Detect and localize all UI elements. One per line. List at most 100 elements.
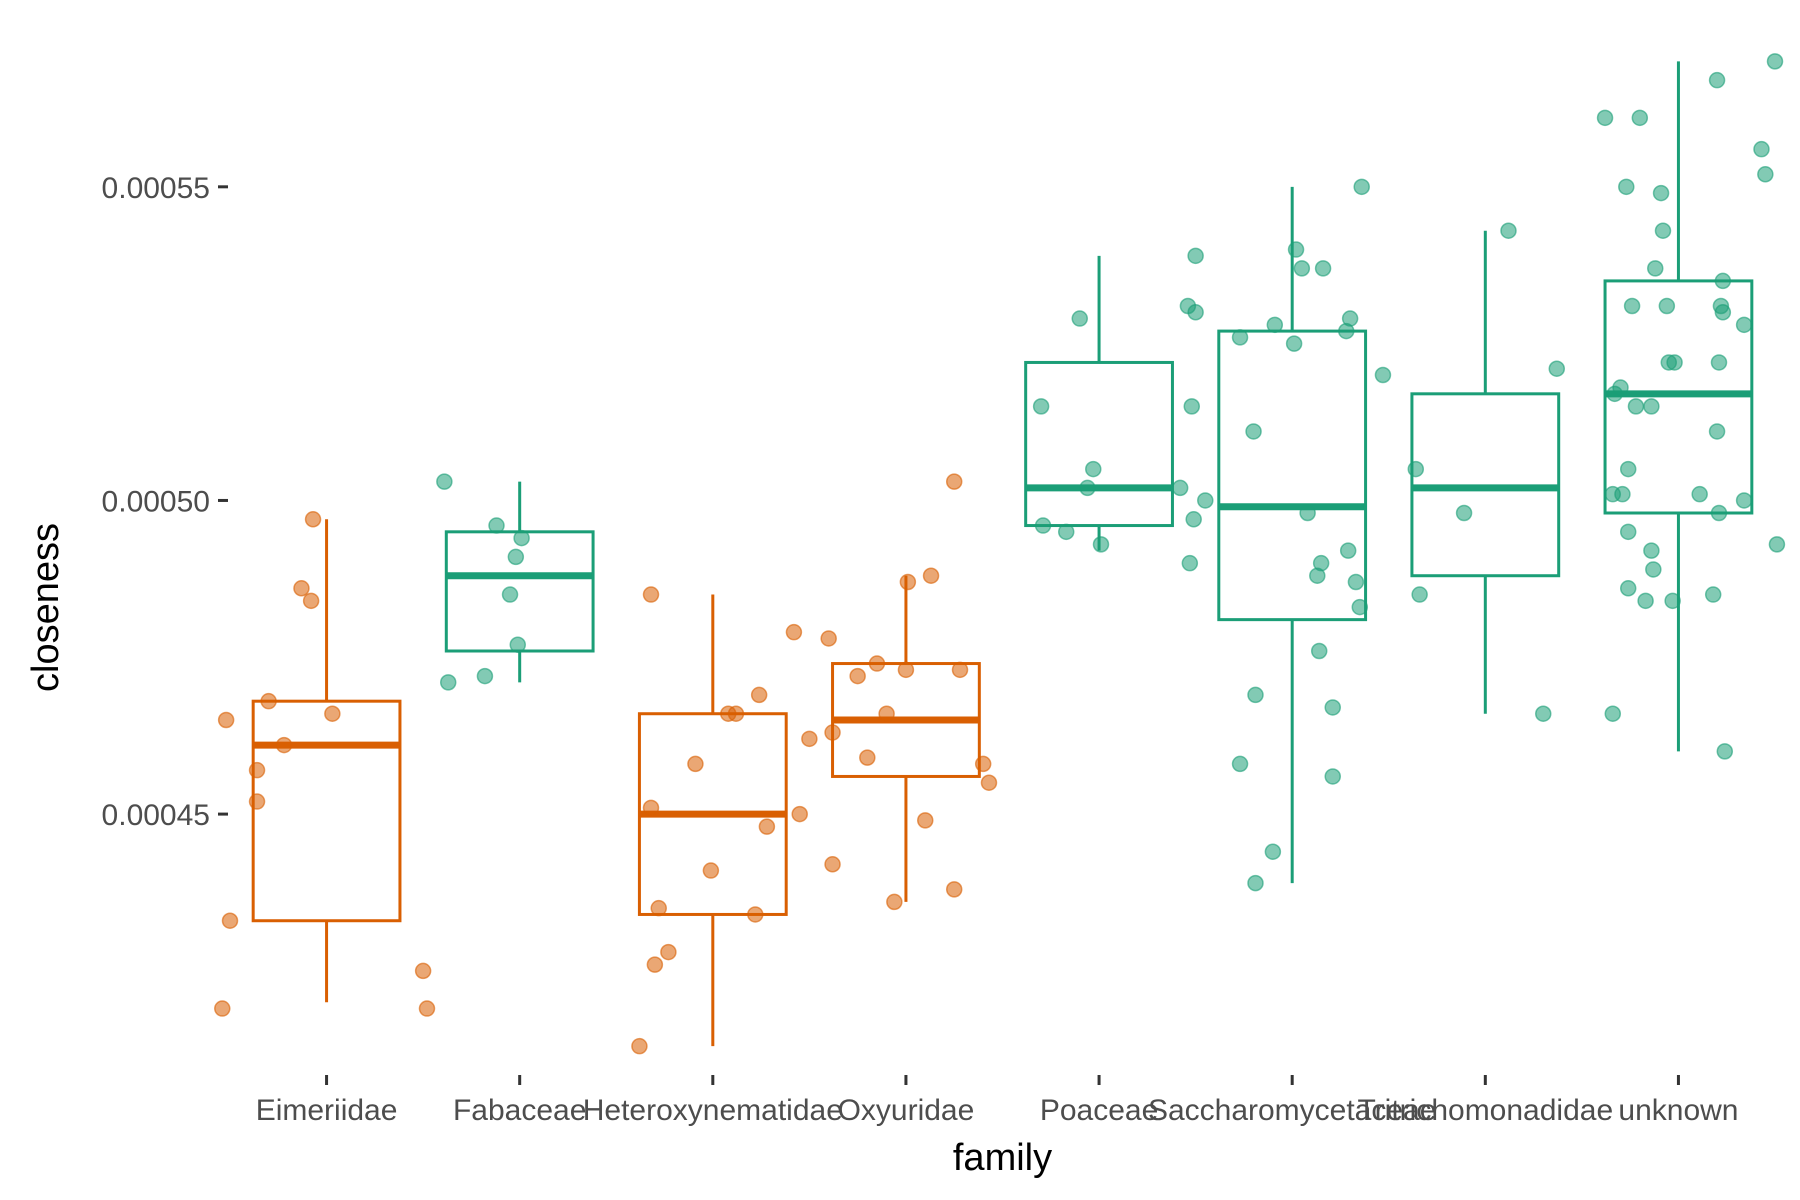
data-point — [945, 473, 963, 490]
data-point — [917, 812, 934, 829]
data-point — [1658, 297, 1676, 315]
data-point — [1324, 768, 1341, 785]
data-point — [1407, 460, 1425, 478]
data-point — [886, 893, 903, 911]
data-point — [436, 473, 453, 490]
data-point — [642, 799, 660, 817]
data-point — [1606, 385, 1623, 403]
data-point — [1614, 485, 1631, 503]
box-group — [631, 586, 808, 1055]
data-point — [1535, 705, 1552, 722]
y-tick-label: 0.00045 — [102, 799, 210, 832]
data-point — [1034, 517, 1052, 534]
data-point — [1287, 241, 1305, 258]
data-point — [1455, 504, 1473, 522]
data-point — [439, 674, 457, 691]
y-tick-label: 0.00050 — [102, 485, 210, 518]
data-point — [702, 862, 720, 879]
data-point — [1314, 260, 1332, 277]
data-point — [750, 686, 768, 704]
data-point — [824, 724, 841, 741]
data-point — [1691, 485, 1708, 503]
data-point — [1347, 573, 1365, 591]
data-point — [1766, 53, 1784, 70]
data-point — [1181, 554, 1199, 572]
data-point — [1171, 479, 1189, 497]
y-axis-title: closeness — [25, 523, 67, 692]
data-point — [1293, 260, 1311, 277]
box-group — [214, 511, 436, 1017]
data-point — [1619, 460, 1637, 478]
data-point — [1247, 874, 1264, 892]
box-group — [1181, 178, 1392, 892]
data-point — [1339, 542, 1357, 559]
data-point — [1032, 398, 1050, 415]
data-point — [897, 661, 915, 679]
data-point — [1231, 329, 1249, 346]
data-point — [1652, 184, 1670, 202]
data-point — [221, 912, 239, 929]
data-point — [1264, 843, 1282, 860]
data-point — [1285, 335, 1303, 352]
x-tick-label: Saccharomycetaceae — [1148, 1094, 1437, 1127]
data-point — [1753, 140, 1770, 158]
data-point — [501, 586, 519, 603]
box-group — [801, 473, 998, 911]
data-point — [1735, 316, 1753, 334]
data-point — [304, 511, 322, 528]
data-point — [1666, 354, 1683, 371]
data-point — [1185, 511, 1202, 528]
data-point — [747, 906, 764, 923]
data-point — [1351, 598, 1369, 616]
data-point — [1704, 586, 1722, 603]
data-point — [1411, 586, 1428, 603]
data-point — [758, 818, 776, 835]
data-point — [1187, 247, 1204, 265]
data-point — [1708, 423, 1726, 440]
data-point — [1631, 109, 1649, 127]
data-point — [922, 567, 940, 584]
data-point — [248, 761, 266, 779]
y-axis: 0.00045 0.00050 0.00055 — [102, 172, 228, 832]
data-point — [1092, 536, 1110, 553]
data-point — [1604, 705, 1622, 722]
data-point — [509, 636, 527, 653]
data-point — [1637, 592, 1654, 610]
data-point — [849, 667, 866, 685]
y-tick-label: 0.00055 — [102, 172, 210, 205]
data-point — [1500, 222, 1517, 239]
iqr-box — [251, 699, 402, 923]
data-point — [293, 580, 310, 597]
data-point — [1310, 642, 1328, 660]
data-point — [1057, 523, 1075, 541]
data-point — [275, 736, 293, 754]
data-point — [945, 881, 963, 898]
data-point — [727, 705, 745, 722]
data-point — [214, 1000, 231, 1017]
data-point — [1266, 316, 1284, 334]
data-point — [1664, 592, 1681, 610]
iqr-box — [1217, 329, 1368, 622]
data-point — [1299, 504, 1316, 522]
data-point — [1643, 398, 1660, 415]
x-axis-title: family — [953, 1137, 1052, 1179]
data-point — [820, 630, 837, 647]
box-group — [1596, 53, 1786, 760]
data-point — [642, 586, 660, 603]
data-point — [302, 592, 320, 610]
data-point — [801, 730, 818, 748]
x-tick-label: Poaceae — [1040, 1094, 1158, 1127]
data-point — [785, 623, 803, 641]
data-point — [1716, 743, 1734, 760]
data-point — [980, 774, 998, 791]
data-point — [791, 805, 808, 823]
data-point — [824, 856, 841, 873]
data-point — [1187, 304, 1204, 321]
data-point — [974, 755, 992, 773]
data-point — [476, 667, 494, 685]
x-tick-label: unknown — [1618, 1094, 1738, 1127]
data-point — [859, 749, 876, 766]
data-point — [1710, 354, 1728, 371]
data-point — [1596, 109, 1614, 127]
